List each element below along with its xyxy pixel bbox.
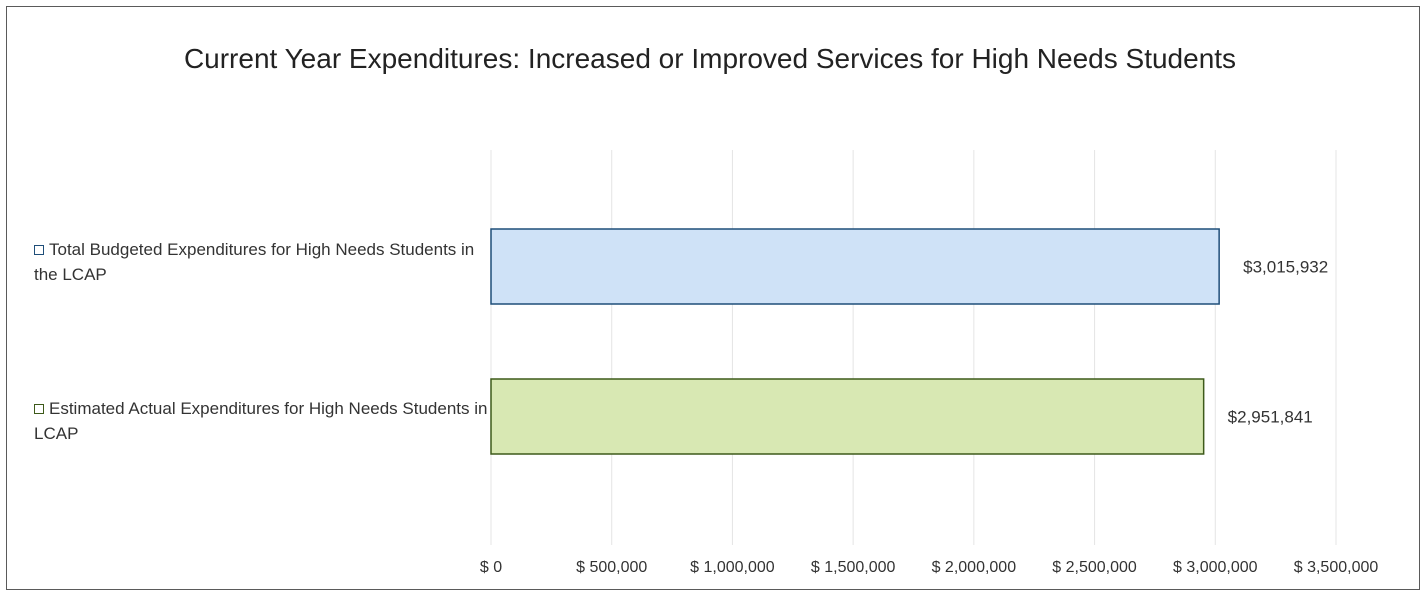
- category-label-text: Estimated Actual Expenditures for High N…: [34, 399, 488, 443]
- x-tick-label: $ 2,000,000: [932, 559, 1017, 576]
- data-label: $2,951,841: [1228, 408, 1313, 427]
- x-tick-label: $ 1,500,000: [811, 559, 896, 576]
- x-tick-label: $ 2,500,000: [1052, 559, 1137, 576]
- bar: [490, 228, 1220, 305]
- x-tick-label: $ 0: [480, 559, 502, 576]
- bar: [490, 378, 1205, 455]
- x-tick-label: $ 1,000,000: [690, 559, 775, 576]
- category-label-budgeted: Total Budgeted Expenditures for High Nee…: [34, 237, 489, 287]
- x-tick-label: $ 3,000,000: [1173, 559, 1258, 576]
- chart-title: Current Year Expenditures: Increased or …: [183, 43, 1237, 74]
- legend-swatch-icon: [34, 404, 44, 414]
- legend-swatch-icon: [34, 245, 44, 255]
- category-label-actual: Estimated Actual Expenditures for High N…: [34, 396, 489, 446]
- x-tick-label: $ 500,000: [576, 559, 647, 576]
- data-label: $3,015,932: [1243, 258, 1328, 277]
- category-label-text: Total Budgeted Expenditures for High Nee…: [34, 240, 475, 284]
- x-tick-label: $ 3,500,000: [1294, 559, 1379, 576]
